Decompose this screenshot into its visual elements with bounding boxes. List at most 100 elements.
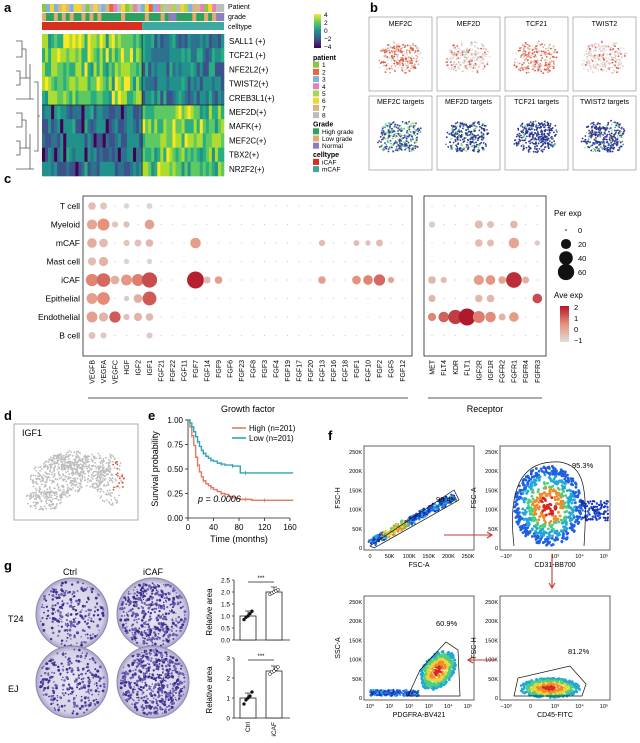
dot-igf2r [473,274,484,286]
tsne-point [469,47,472,50]
tsne-point [473,147,476,149]
heatmap-cell [42,34,46,49]
tsne-point [450,50,453,52]
tsne-point [407,64,410,67]
tsne-point [416,49,419,52]
igf1-point [38,486,41,488]
heatmap-cell [75,90,79,106]
dot-background [263,297,266,300]
tsne-point [408,133,411,136]
heatmap-cell [193,62,197,77]
heatmap-cell [96,161,100,177]
tsne-point [449,61,452,63]
dot-background [206,316,208,318]
tsne-point [531,52,534,55]
heatmap-cell [196,76,201,92]
tsne-point [537,63,540,66]
igf1-point [86,465,89,468]
celltype-legend-title: celltype [313,152,339,159]
dot-background [217,223,220,226]
tsne-point [395,55,398,58]
patient-annot-cell [212,4,217,12]
tsne-point [536,130,539,133]
tsne-point [612,48,615,50]
tsne-point [555,129,558,132]
tsne-point [388,134,391,137]
igf1-point [37,466,40,469]
grade-annot-cell [129,13,134,21]
igf1-point [65,453,68,456]
tsne-point [475,126,478,129]
tsne-point [383,55,386,58]
dot-background [160,242,162,244]
tsne-point [397,149,400,151]
tsne-point [603,142,606,144]
heatmap-cell [63,48,67,63]
tsne-point [614,129,616,132]
dot-background [194,316,197,318]
igf1-point [50,494,53,497]
heatmap-cell [175,161,179,177]
tsne-point [397,132,400,135]
patient-swatch [313,104,319,111]
igf1-point [98,483,101,486]
tsne-point [595,126,598,129]
heatmap-cell [151,62,155,77]
patient-swatch [313,83,319,90]
heatmap-cell [208,147,213,163]
tsne-point [463,147,465,149]
tsne-point [552,45,555,48]
heatmap-cell [190,147,194,163]
grade-label: Normal [322,143,344,150]
tsne-point [612,63,615,66]
tsne-point [480,59,483,62]
igf1-point [118,494,120,497]
tsne-point [482,53,485,56]
tsne-point [470,42,472,45]
tsne-point [534,48,537,51]
celltype-icaf-bar [42,22,143,30]
tsne-point [389,46,392,49]
grade-annot-cell [113,13,118,21]
dot-background [275,316,277,318]
tsne-point [402,145,405,147]
igf1-point [92,475,95,478]
tsne-point [611,58,614,61]
col-label: FGF13 [320,360,327,382]
tsne-point [383,64,386,67]
heatmap-cell [63,90,67,106]
heatmap-cell [45,34,49,49]
tsne-point [586,59,589,62]
igf1-point [72,477,75,480]
heatmap-cell [54,62,58,77]
tsne-point [400,139,402,142]
col-label: FGF1 [354,360,361,378]
tsne-point [461,70,464,73]
igf1-point [91,484,94,487]
tsne-point [414,67,417,69]
heatmap-cell [126,105,131,120]
tsne-point [542,46,545,49]
dot-background [489,205,492,207]
heatmap-cell [172,133,176,148]
heatmap-cell [102,147,106,163]
tsne-point [409,67,412,70]
dot-background [344,297,346,300]
tsne-point [472,64,475,67]
color-legend-label: 1 [574,314,578,323]
grade-annot-cell [200,13,205,21]
heatmap-cell [211,161,216,177]
igf1-point [116,501,119,504]
dot-background [390,260,392,263]
tsne-point [459,122,462,124]
tsne-point [525,135,528,138]
tsne-point [543,126,546,129]
heatmap-cell [57,161,61,177]
tsne-point [588,54,591,56]
tsne-point [391,46,394,49]
tsne-point [446,61,448,64]
tsne-point [394,149,397,151]
tsne-point [532,142,535,145]
heatmap-cell [66,48,70,63]
igf1-point [35,469,38,472]
